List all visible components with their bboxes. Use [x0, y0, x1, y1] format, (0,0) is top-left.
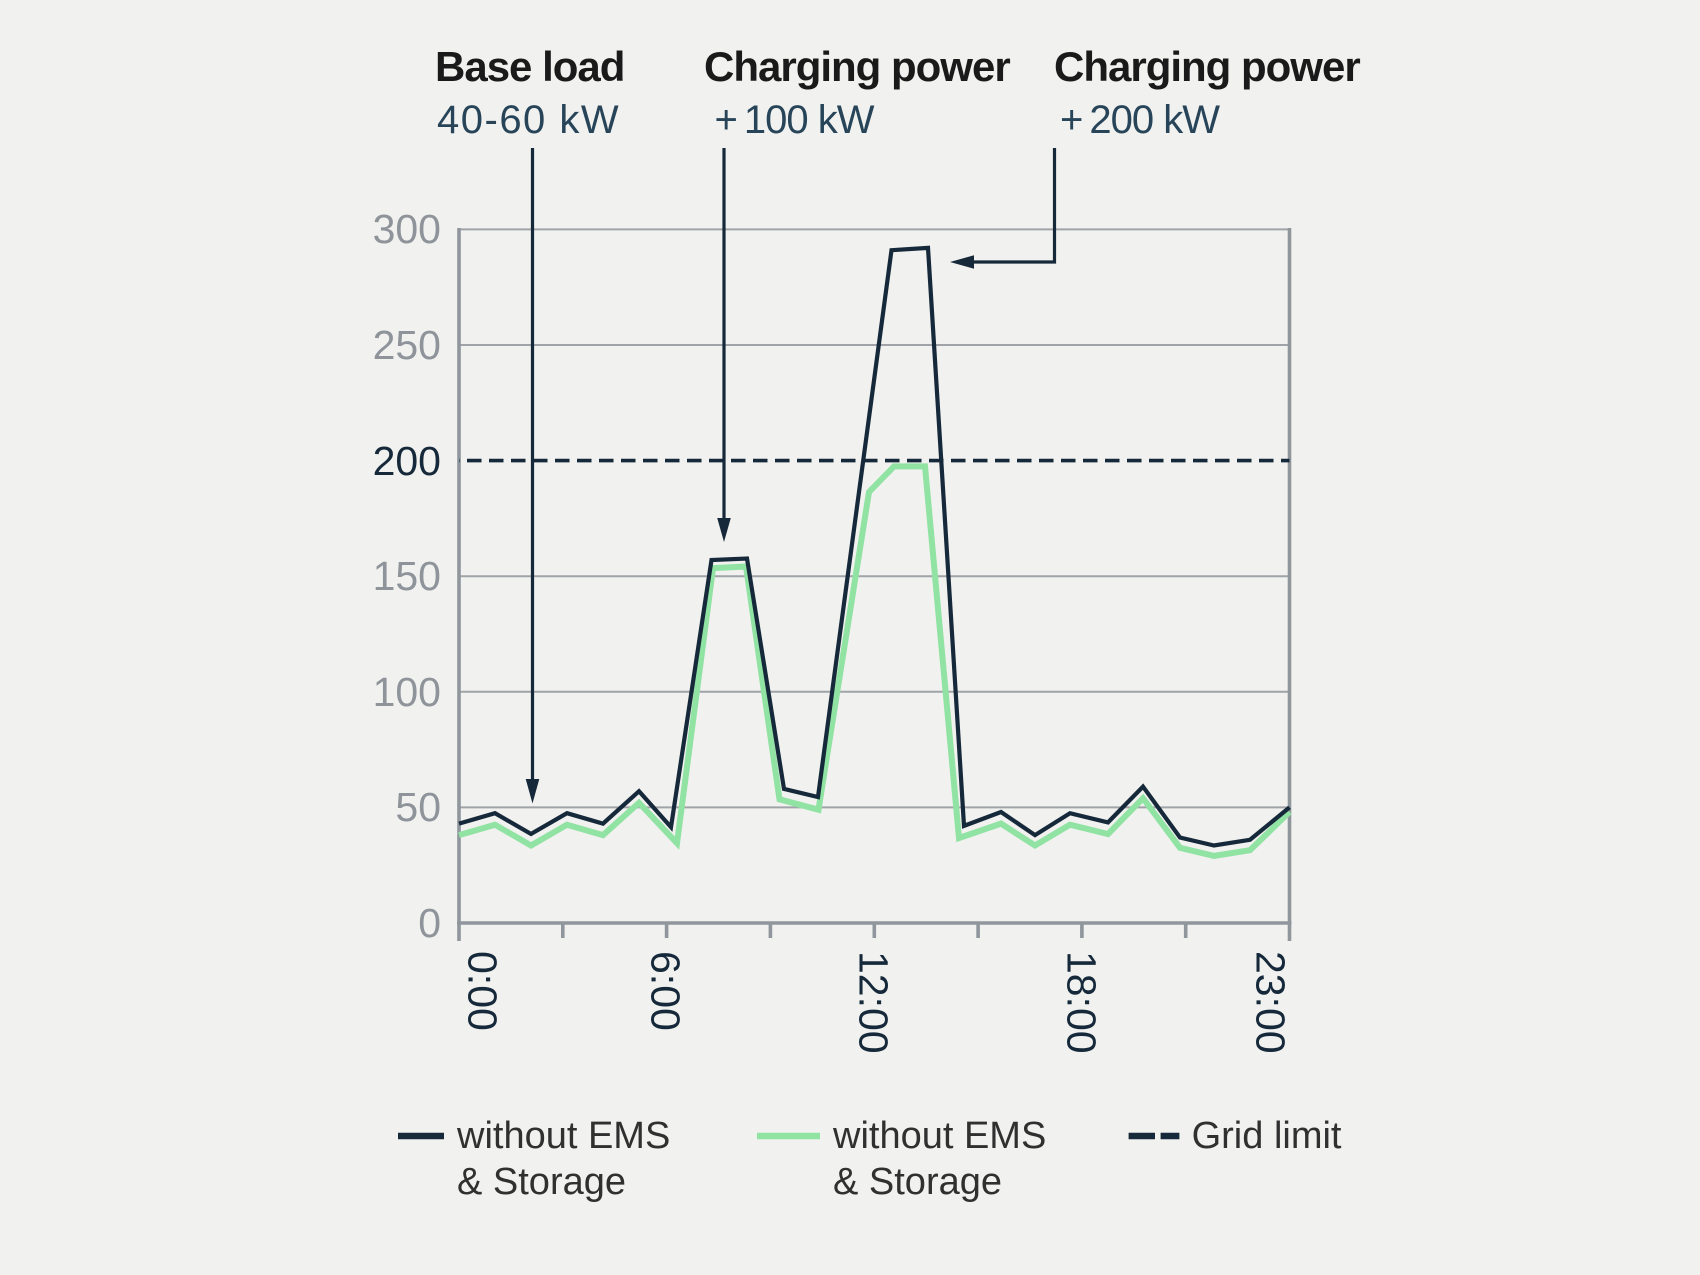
svg-text:12:00: 12:00 [851, 951, 897, 1054]
svg-text:& Storage: & Storage [457, 1161, 626, 1203]
svg-text:150: 150 [373, 553, 441, 599]
svg-text:without EMS: without EMS [456, 1115, 670, 1157]
svg-text:300: 300 [373, 206, 441, 252]
svg-text:Base load: Base load [435, 43, 624, 90]
svg-text:Grid limit: Grid limit [1192, 1115, 1342, 1157]
svg-text:6:00: 6:00 [643, 951, 689, 1031]
svg-text:200: 200 [373, 438, 441, 484]
svg-text:Charging power: Charging power [704, 43, 1010, 90]
svg-text:0: 0 [418, 900, 441, 946]
svg-text:+ 100 kW: + 100 kW [715, 98, 875, 142]
svg-text:23:00: 23:00 [1248, 951, 1294, 1054]
svg-text:0:00: 0:00 [460, 951, 506, 1031]
svg-text:250: 250 [373, 322, 441, 368]
svg-text:40-60 kW: 40-60 kW [437, 98, 620, 142]
svg-text:50: 50 [395, 784, 441, 830]
svg-text:Charging power: Charging power [1054, 43, 1360, 90]
svg-text:100: 100 [373, 669, 441, 715]
svg-text:& Storage: & Storage [833, 1161, 1002, 1203]
svg-text:+ 200 kW: + 200 kW [1060, 98, 1220, 142]
svg-text:18:00: 18:00 [1059, 951, 1105, 1054]
svg-text:without EMS: without EMS [832, 1115, 1046, 1157]
